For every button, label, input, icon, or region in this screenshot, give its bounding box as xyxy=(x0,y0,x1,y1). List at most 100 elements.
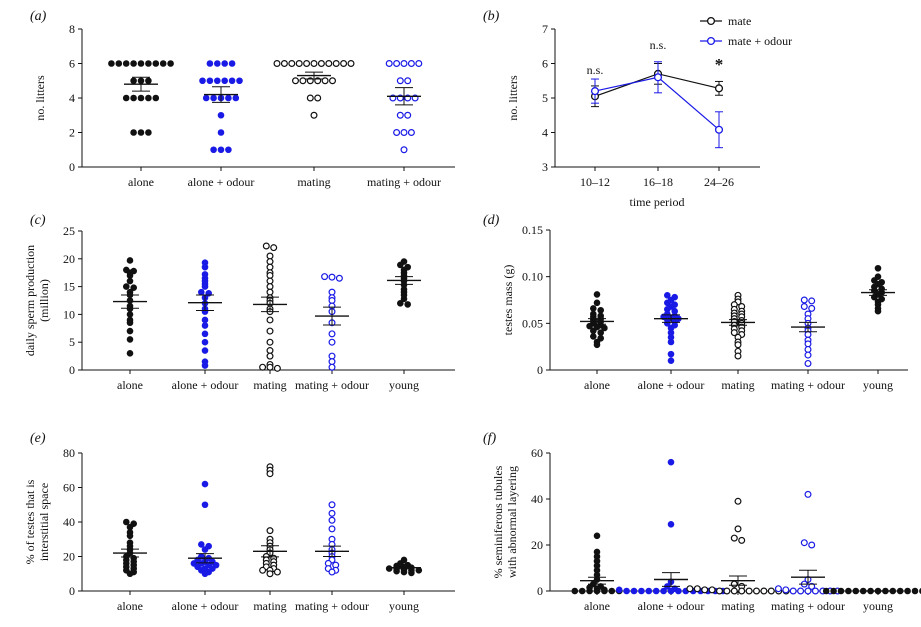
data-point xyxy=(329,77,337,85)
data-point xyxy=(266,338,274,346)
data-point xyxy=(400,59,408,67)
data-point xyxy=(126,272,134,279)
y-tick-label: 0.10 xyxy=(522,270,543,284)
x-tick-label: alone + odour xyxy=(172,599,239,613)
y-tick-label: 0.15 xyxy=(522,223,543,237)
data-point xyxy=(228,77,236,85)
data-point xyxy=(408,569,415,577)
data-point xyxy=(911,587,919,595)
y-tick-label: 20 xyxy=(531,538,543,552)
data-point xyxy=(266,283,274,291)
data-point xyxy=(701,586,709,594)
data-point xyxy=(804,587,812,595)
data-point xyxy=(314,94,322,102)
significance-label: * xyxy=(715,55,724,74)
data-point xyxy=(804,490,812,498)
data-point xyxy=(638,587,645,595)
data-point xyxy=(130,77,137,85)
data-point xyxy=(325,59,333,67)
data-point xyxy=(407,129,415,137)
data-point xyxy=(123,283,130,290)
y-tick-label: 80 xyxy=(63,446,75,460)
data-point xyxy=(845,587,852,595)
data-point xyxy=(145,129,152,136)
data-point xyxy=(730,587,738,595)
data-point xyxy=(393,59,401,67)
data-point xyxy=(328,516,336,524)
data-point xyxy=(126,532,134,540)
data-point xyxy=(601,587,608,595)
panel-label: (e) xyxy=(30,431,46,446)
data-point xyxy=(730,534,738,542)
data-point xyxy=(822,587,830,595)
x-tick-label: alone xyxy=(584,599,610,613)
data-point xyxy=(266,363,274,371)
data-point xyxy=(126,257,134,264)
data-point xyxy=(201,316,209,324)
y-tick-label: 25 xyxy=(63,224,75,238)
data-point xyxy=(266,570,274,578)
x-axis-label: time period xyxy=(630,195,685,209)
data-point xyxy=(601,324,608,332)
data-point xyxy=(321,273,329,281)
data-point xyxy=(321,77,329,85)
x-tick-label: alone + odour xyxy=(172,378,239,392)
data-point xyxy=(126,570,134,578)
panel-f: 0 20 40 60 alone alone + odour mating mating + … xyxy=(483,431,921,613)
data-point xyxy=(811,587,819,595)
y-tick-label: 60 xyxy=(531,446,543,460)
legend-marker xyxy=(706,16,716,26)
data-point xyxy=(393,129,401,137)
panel-e: 0 20 40 60 80 alone alone + odour mating mating … xyxy=(23,431,455,613)
data-point xyxy=(210,94,217,102)
legend-marker xyxy=(706,36,716,46)
data-point xyxy=(335,274,343,282)
data-point xyxy=(667,458,675,466)
data-point xyxy=(201,480,209,488)
x-tick-label: mating xyxy=(721,599,754,613)
data-point xyxy=(663,320,671,327)
y-axis-label: interstitial space xyxy=(37,483,51,561)
data-point xyxy=(615,586,623,594)
data-point xyxy=(808,582,816,590)
y-axis-label: daily sperm production xyxy=(23,245,37,356)
data-point xyxy=(404,301,412,308)
x-tick-label: mating + odour xyxy=(367,175,441,189)
data-point xyxy=(667,338,675,346)
data-point xyxy=(730,329,738,337)
data-point xyxy=(130,60,137,67)
data-point xyxy=(667,350,675,358)
data-point xyxy=(808,297,816,305)
data-point xyxy=(273,364,281,372)
x-tick-label: alone xyxy=(117,599,143,613)
data-point xyxy=(804,359,812,367)
x-tick-label: young xyxy=(863,599,893,613)
data-point xyxy=(723,587,731,595)
legend-label: mate + odour xyxy=(728,34,792,48)
data-point xyxy=(693,585,701,593)
data-point xyxy=(400,568,408,576)
data-point xyxy=(201,338,209,346)
x-tick-label: alone xyxy=(117,378,143,392)
data-point xyxy=(225,146,232,154)
data-point xyxy=(130,94,137,102)
data-point xyxy=(404,77,412,85)
data-point xyxy=(210,146,217,154)
data-point xyxy=(328,338,336,346)
data-point xyxy=(288,59,296,67)
data-point xyxy=(310,111,318,119)
data-point xyxy=(752,587,760,595)
data-point xyxy=(310,59,318,67)
data-point xyxy=(734,497,742,505)
data-point xyxy=(593,587,601,595)
data-point xyxy=(123,518,130,526)
y-axis-label: (million) xyxy=(37,279,51,322)
data-point xyxy=(126,311,134,318)
data-point xyxy=(407,59,415,67)
data-point xyxy=(837,587,845,595)
data-point xyxy=(589,327,597,335)
data-point xyxy=(266,271,274,279)
data-point xyxy=(259,566,267,574)
data-point xyxy=(715,587,723,595)
